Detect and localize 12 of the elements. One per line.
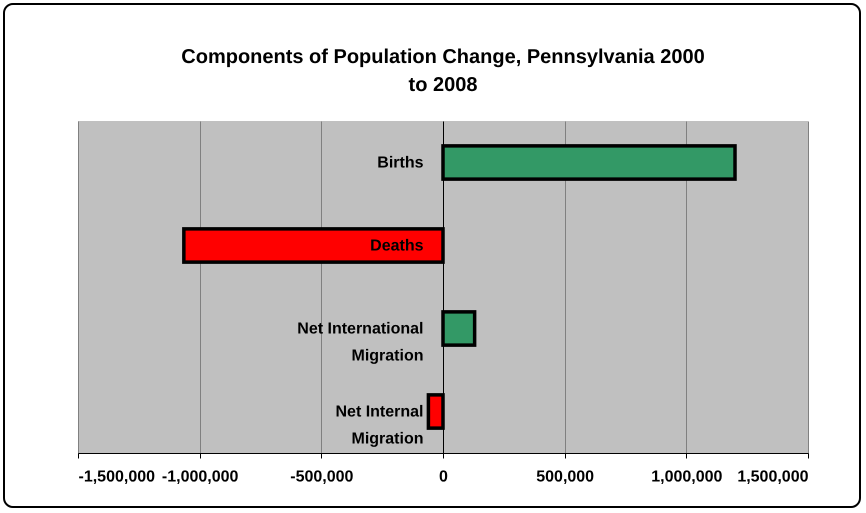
x-tick-label: -500,000 <box>290 468 354 486</box>
x-tick-label: 500,000 <box>536 468 594 486</box>
y-tick-label: Deaths <box>370 238 424 254</box>
x-tick-label: 1,000,000 <box>651 468 723 486</box>
x-tick-label: 1,500,000 <box>737 468 809 486</box>
y-tick-label: Net International Migration <box>297 320 424 364</box>
y-tick-label: Net Internal Migration <box>335 404 424 448</box>
x-tick-label: 0 <box>439 468 448 486</box>
x-tick-label: -1,500,000 <box>78 468 156 486</box>
x-tick-label: -1,000,000 <box>162 468 239 486</box>
chart-title: Components of Population Change, Pennsylvania 2000 to 2008 <box>181 46 705 96</box>
y-tick-label: Births <box>377 154 424 172</box>
